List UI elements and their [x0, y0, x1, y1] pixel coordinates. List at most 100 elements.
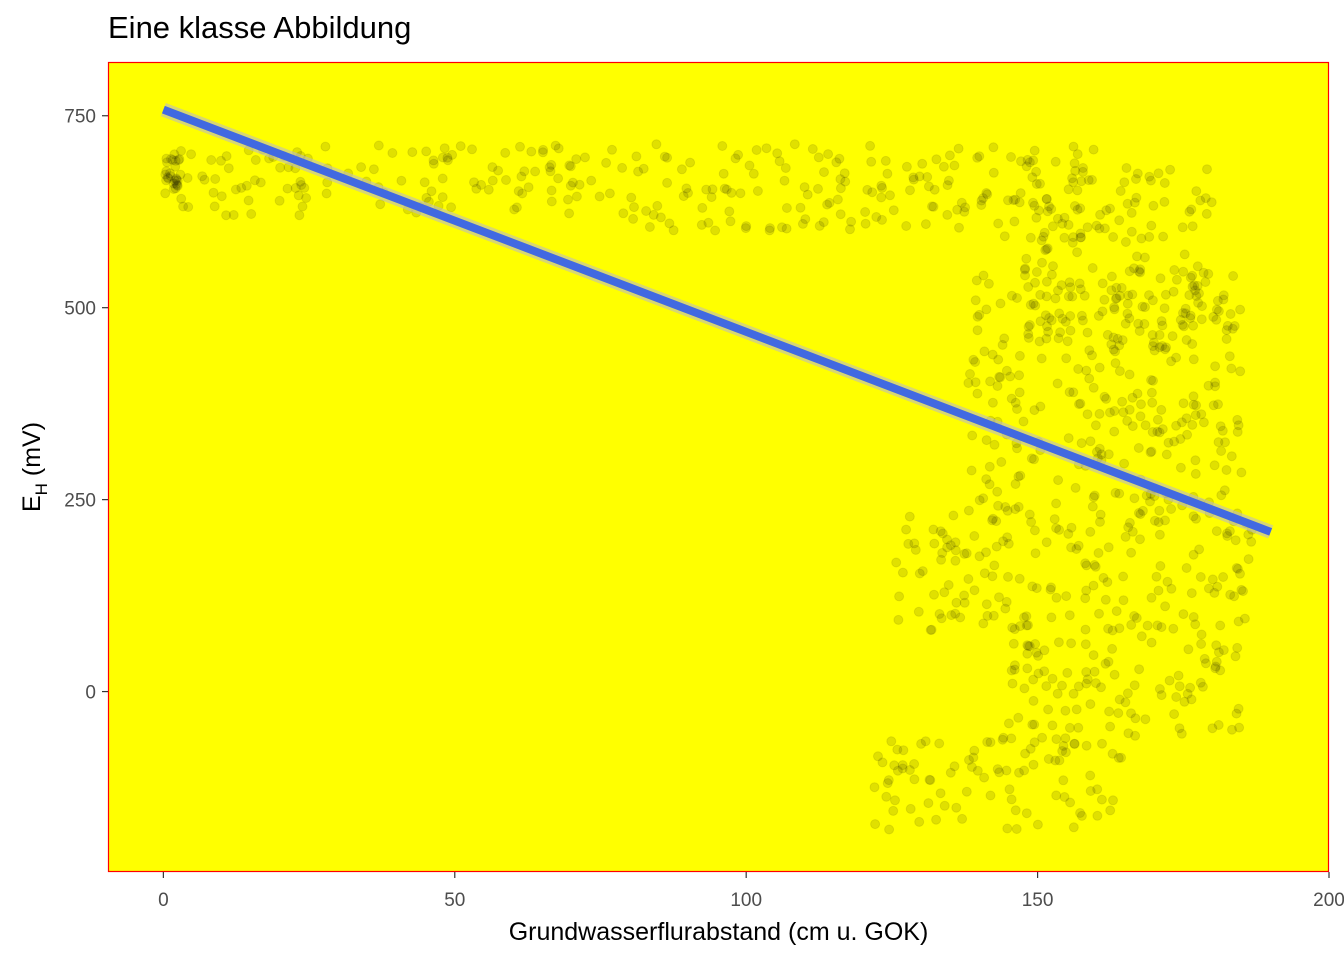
data-point: [1094, 362, 1105, 373]
data-point: [1096, 682, 1106, 693]
data-point: [944, 150, 955, 161]
data-point: [1019, 683, 1030, 694]
data-point: [1221, 334, 1232, 344]
data-point: [1012, 404, 1022, 414]
data-point: [1146, 375, 1157, 385]
data-point: [999, 333, 1010, 344]
data-point: [604, 188, 615, 199]
data-point: [741, 221, 752, 232]
data-point: [978, 270, 989, 281]
data-point: [1029, 454, 1039, 465]
data-point: [1233, 420, 1244, 431]
data-point: [1181, 563, 1192, 573]
data-point: [1177, 222, 1188, 233]
data-point: [1073, 681, 1084, 692]
data-point: [487, 162, 498, 173]
data-point: [942, 180, 953, 191]
data-point: [1031, 179, 1042, 189]
data-point: [1061, 353, 1072, 364]
data-point: [978, 618, 989, 629]
data-point: [1025, 299, 1036, 310]
data-point: [1120, 697, 1131, 708]
data-point: [1039, 666, 1050, 677]
data-point: [160, 169, 171, 180]
data-point: [1185, 682, 1196, 693]
data-point: [1015, 621, 1026, 632]
data-point: [1231, 563, 1242, 573]
data-point: [718, 168, 729, 179]
data-point: [1046, 204, 1057, 214]
data-point: [511, 202, 522, 213]
data-point: [1081, 560, 1092, 571]
data-point: [1037, 257, 1047, 268]
data-point: [814, 220, 825, 231]
data-point: [1009, 624, 1020, 635]
data-point: [216, 191, 227, 202]
data-point: [1076, 310, 1087, 321]
data-point: [1015, 188, 1026, 199]
data-point: [1236, 467, 1247, 478]
data-point: [594, 191, 605, 202]
data-point: [1195, 195, 1206, 206]
data-point: [1065, 311, 1076, 321]
data-point: [992, 764, 1003, 775]
data-point: [1066, 542, 1077, 553]
data-point: [419, 177, 430, 188]
data-point: [779, 175, 790, 186]
data-point: [617, 162, 628, 173]
data-point: [1040, 310, 1051, 321]
data-point: [1030, 548, 1041, 559]
data-point: [1042, 206, 1053, 217]
data-point: [1021, 620, 1032, 631]
data-point: [1021, 611, 1032, 622]
data-point: [1094, 408, 1105, 419]
data-point: [974, 551, 985, 562]
x-tick-label: 200: [1313, 890, 1344, 911]
data-point: [1179, 249, 1190, 260]
data-point: [565, 180, 576, 191]
data-point: [976, 200, 987, 210]
data-point: [1029, 405, 1040, 416]
data-point: [564, 208, 575, 219]
data-point: [949, 761, 960, 772]
data-point: [1187, 419, 1198, 430]
data-point: [971, 275, 982, 286]
data-point: [228, 210, 239, 220]
data-point: [170, 155, 181, 166]
data-point: [160, 188, 171, 199]
data-point: [221, 210, 232, 221]
data-point: [1073, 364, 1084, 374]
data-point: [1232, 642, 1243, 653]
data-point: [960, 202, 971, 213]
data-point: [1140, 714, 1151, 725]
data-point: [1154, 330, 1165, 340]
data-point: [1038, 231, 1049, 242]
data-point: [903, 538, 914, 549]
data-point: [951, 597, 962, 608]
data-point: [1200, 193, 1211, 204]
data-point: [1192, 280, 1203, 291]
data-point: [1227, 724, 1237, 735]
data-point: [835, 209, 846, 220]
data-point: [442, 152, 453, 163]
data-point: [978, 493, 989, 504]
data-point: [813, 152, 824, 163]
data-point: [1101, 205, 1112, 216]
data-point: [1073, 722, 1084, 733]
x-axis: 0 50 100 150 200: [158, 872, 1344, 911]
data-point: [162, 172, 173, 183]
data-point: [1065, 282, 1076, 293]
data-point: [1210, 361, 1221, 372]
data-point: [1217, 425, 1228, 436]
data-point: [1155, 561, 1166, 571]
data-point: [1142, 620, 1153, 631]
data-point: [1106, 285, 1117, 296]
data-point: [1164, 675, 1175, 686]
data-point: [1195, 572, 1206, 582]
data-point: [1233, 703, 1244, 714]
data-point: [992, 486, 1003, 497]
data-point: [1135, 509, 1146, 520]
data-point: [1084, 345, 1095, 356]
data-point: [161, 166, 172, 177]
data-point: [1218, 294, 1229, 305]
